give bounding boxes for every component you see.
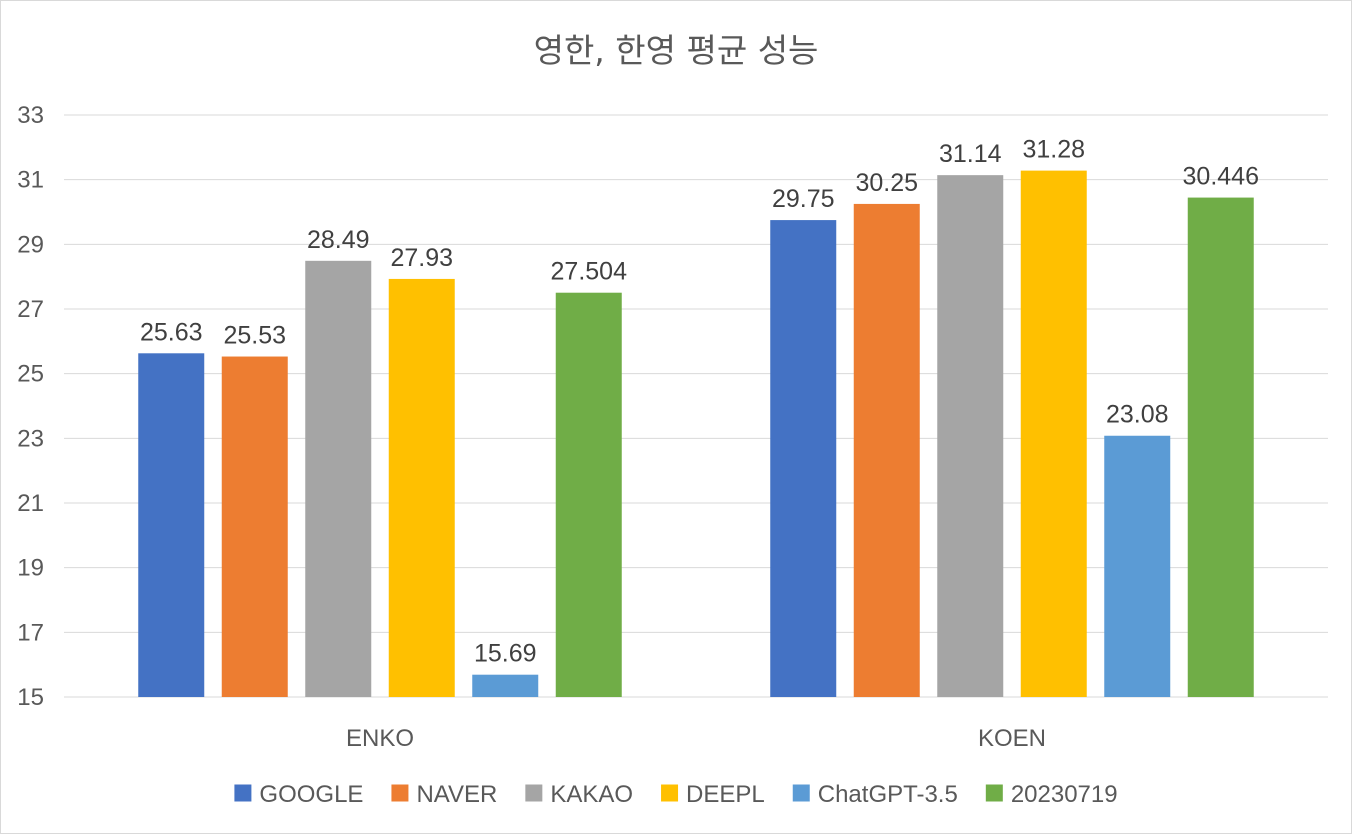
legend-item: KAKAO [525,781,633,808]
legend-swatch [391,784,409,802]
legend-label: DEEPL [686,781,765,808]
legend-swatch [985,784,1003,802]
bar-kakao-koen [937,175,1004,697]
data-label: 31.28 [1022,136,1085,164]
legend-swatch [234,784,252,802]
x-category-label: ENKO [346,725,414,752]
legend-item: NAVER [391,781,497,808]
bar-google-enko [138,353,205,697]
legend-label: KAKAO [550,781,633,808]
legend-label: ChatGPT-3.5 [818,781,958,808]
data-label: 31.14 [939,140,1002,168]
data-label: 15.69 [474,640,537,668]
data-label: 27.504 [551,258,628,286]
bars [138,170,1254,698]
data-label: 25.53 [223,322,286,350]
bar-google-koen [770,220,837,698]
data-label: 25.63 [140,318,203,346]
y-tick-label: 25 [17,361,44,388]
y-tick-label: 31 [17,167,44,194]
bar-naver-koen [853,203,920,697]
legend-item: GOOGLE [234,781,363,808]
y-tick-label: 17 [17,619,44,646]
data-label: 27.93 [390,244,453,272]
legend: GOOGLE NAVER KAKAO DEEPL ChatGPT-3.5 20230719 [234,781,1118,808]
legend-swatch [792,784,810,802]
data-label: 28.49 [307,226,370,254]
y-tick-label: 33 [17,102,44,129]
y-tick-label: 15 [17,684,44,711]
y-tick-label: 23 [17,425,44,452]
x-axis-categories: ENKO KOEN [346,725,1046,752]
bar-20230719-enko [555,292,622,697]
legend-label: NAVER [416,781,497,808]
bar-20230719-koen [1187,197,1254,697]
y-axis-ticks: 15 17 19 21 23 25 27 29 31 33 [17,102,44,711]
y-tick-label: 29 [17,231,44,258]
y-tick-label: 27 [17,296,44,323]
y-tick-label: 19 [17,555,44,582]
bar-chatgpt-3-5-koen [1104,435,1171,697]
data-label: 23.08 [1106,401,1169,429]
bar-deepl-koen [1020,170,1087,697]
y-tick-label: 21 [17,490,44,517]
data-label: 30.446 [1183,163,1259,191]
legend-swatch [661,784,679,802]
legend-label: 20230719 [1011,781,1118,808]
legend-item: 20230719 [985,781,1118,808]
legend-item: ChatGPT-3.5 [792,781,958,808]
data-label: 30.25 [855,169,918,197]
bar-chatgpt-3-5-enko [472,674,539,697]
legend-label: GOOGLE [259,781,363,808]
data-label: 29.75 [772,185,835,213]
chart-title: 영한, 한영 평균 성능 [534,31,819,70]
legend-swatch [525,784,543,802]
bar-kakao-enko [305,260,372,697]
x-category-label: KOEN [978,725,1046,752]
bar-naver-enko [221,356,288,697]
data-labels: 25.63 25.53 28.49 27.93 15.69 27.504 29.75 30.2… [140,136,1259,668]
bar-deepl-enko [388,278,455,697]
legend-item: DEEPL [661,781,765,808]
